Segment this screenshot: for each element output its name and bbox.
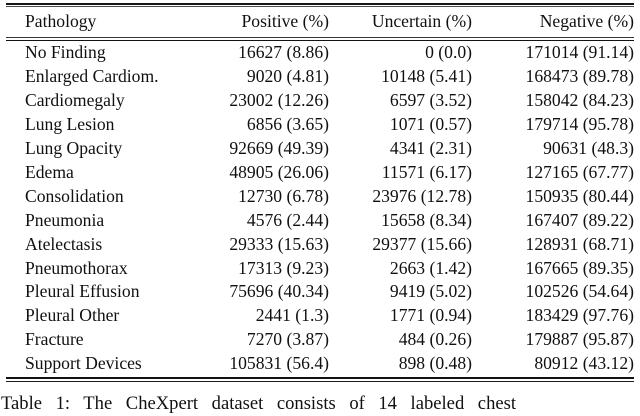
table-row: Pleural Effusion 75696 (40.34) 9419 (5.0… [6, 280, 634, 304]
negative-cell: 127165 (67.77) [525, 161, 634, 182]
positive-cell: 75696 (40.34) [229, 281, 329, 302]
table-row: Lung Opacity 92669 (49.39) 4341 (2.31) 9… [6, 136, 634, 160]
uncertain-cell: 6597 (3.52) [389, 89, 472, 110]
negative-cell: 179887 (95.87) [525, 329, 634, 350]
table-row: Support Devices 105831 (56.4) 898 (0.48)… [6, 352, 634, 376]
pathology-cell: Enlarged Cardiom. [25, 66, 159, 86]
uncertain-cell: 2663 (1.42) [389, 257, 472, 278]
pathology-cell: Atelectasis [25, 233, 103, 254]
negative-cell: 90631 (48.3) [543, 137, 634, 158]
column-header-pathology: Pathology [25, 11, 97, 31]
uncertain-cell: 898 (0.48) [398, 353, 472, 374]
positive-cell: 105831 (56.4) [229, 353, 329, 374]
table-top-rule [6, 3, 634, 7]
uncertain-cell: 4341 (2.31) [389, 137, 472, 158]
pathology-cell: Edema [25, 161, 74, 182]
uncertain-cell: 484 (0.26) [398, 329, 472, 350]
table-bottom-rule [6, 376, 634, 382]
pathology-cell: Support Devices [25, 353, 142, 374]
negative-cell: 80912 (43.12) [534, 353, 634, 374]
pathology-cell: Pleural Effusion [25, 281, 140, 302]
pathology-table-figure: Pathology Positive (%) Uncertain (%) Neg… [6, 3, 634, 382]
uncertain-cell: 1771 (0.94) [389, 305, 472, 326]
table-header-rule [6, 37, 634, 41]
negative-cell: 179714 (95.78) [525, 113, 634, 134]
table-row: Pneumothorax 17313 (9.23) 2663 (1.42) 16… [6, 256, 634, 280]
pathology-cell: Pleural Other [25, 305, 120, 326]
column-header-positive: Positive (%) [241, 11, 329, 31]
negative-cell: 171014 (91.14) [525, 42, 634, 63]
positive-cell: 7270 (3.87) [246, 329, 329, 350]
positive-cell: 9020 (4.81) [246, 66, 329, 86]
uncertain-cell: 23976 (12.78) [372, 185, 472, 206]
table-row: Lung Lesion 6856 (3.65) 1071 (0.57) 1797… [6, 112, 634, 136]
positive-cell: 2441 (1.3) [255, 305, 329, 326]
table-row: Enlarged Cardiom. 9020 (4.81) 10148 (5.4… [6, 65, 634, 89]
negative-cell: 167665 (89.35) [525, 257, 634, 278]
negative-cell: 102526 (54.64) [525, 281, 634, 302]
table-row: Edema 48905 (26.06) 11571 (6.17) 127165 … [6, 160, 634, 184]
pathology-cell: No Finding [25, 42, 106, 63]
pathology-cell: Lung Lesion [25, 113, 115, 134]
uncertain-cell: 1071 (0.57) [389, 113, 472, 134]
pathology-cell: Consolidation [25, 185, 124, 206]
header-row: Pathology Positive (%) Uncertain (%) Neg… [6, 7, 634, 36]
pathology-cell: Pneumonia [25, 209, 105, 230]
table-row: No Finding 16627 (8.86) 0 (0.0) 171014 (… [6, 41, 634, 65]
uncertain-cell: 10148 (5.41) [381, 66, 472, 86]
pathology-table-body: No Finding 16627 (8.86) 0 (0.0) 171014 (… [6, 41, 634, 376]
negative-cell: 183429 (97.76) [525, 305, 634, 326]
uncertain-cell: 0 (0.0) [425, 42, 472, 63]
column-header-uncertain: Uncertain (%) [371, 11, 472, 31]
pathology-cell: Pneumothorax [25, 257, 128, 278]
table-row: Fracture 7270 (3.87) 484 (0.26) 179887 (… [6, 328, 634, 352]
negative-cell: 158042 (84.23) [525, 89, 634, 110]
table-row: Pleural Other 2441 (1.3) 1771 (0.94) 183… [6, 304, 634, 328]
table-row: Consolidation 12730 (6.78) 23976 (12.78)… [6, 184, 634, 208]
table-row: Cardiomegaly 23002 (12.26) 6597 (3.52) 1… [6, 88, 634, 112]
column-header-negative: Negative (%) [539, 11, 634, 31]
negative-cell: 150935 (80.44) [525, 185, 634, 206]
uncertain-cell: 9419 (5.02) [389, 281, 472, 302]
positive-cell: 29333 (15.63) [229, 233, 329, 254]
pathology-cell: Cardiomegaly [25, 89, 125, 110]
positive-cell: 16627 (8.86) [238, 42, 329, 63]
uncertain-cell: 15658 (8.34) [381, 209, 472, 230]
positive-cell: 23002 (12.26) [229, 89, 329, 110]
positive-cell: 12730 (6.78) [238, 185, 329, 206]
pathology-table-header: Pathology Positive (%) Uncertain (%) Neg… [6, 7, 634, 36]
uncertain-cell: 11571 (6.17) [381, 161, 472, 182]
negative-cell: 128931 (68.71) [525, 233, 634, 254]
positive-cell: 17313 (9.23) [238, 257, 329, 278]
pathology-cell: Fracture [25, 329, 84, 350]
table-row: Atelectasis 29333 (15.63) 29377 (15.66) … [6, 232, 634, 256]
positive-cell: 92669 (49.39) [229, 137, 329, 158]
pathology-cell: Lung Opacity [25, 137, 123, 158]
uncertain-cell: 29377 (15.66) [372, 233, 472, 254]
positive-cell: 6856 (3.65) [246, 113, 329, 134]
positive-cell: 4576 (2.44) [246, 209, 329, 230]
positive-cell: 48905 (26.06) [229, 161, 329, 182]
table-caption: Table 1: The CheXpert dataset consists o… [1, 393, 517, 414]
negative-cell: 167407 (89.22) [525, 209, 634, 230]
table-row: Pneumonia 4576 (2.44) 15658 (8.34) 16740… [6, 208, 634, 232]
negative-cell: 168473 (89.78) [525, 66, 634, 86]
